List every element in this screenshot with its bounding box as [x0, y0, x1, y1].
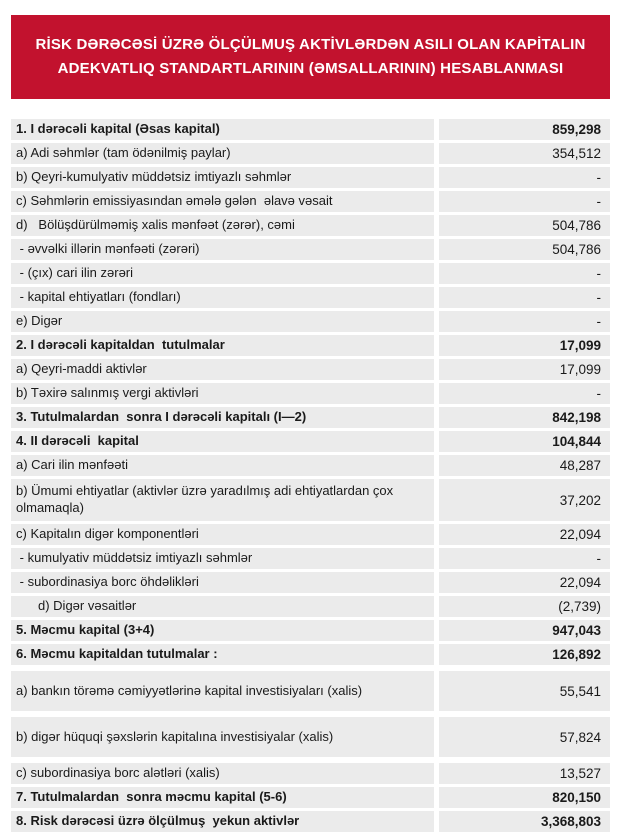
report-title-banner: RİSK DƏRƏCƏSİ ÜZRƏ ÖLÇÜLMUŞ AKTİVLƏRDƏN …	[11, 15, 610, 99]
table-row: a) Adi səhmlər (tam ödənilmiş paylar) 35…	[11, 143, 610, 164]
table-row: 5. Məcmu kapital (3+4) 947,043	[11, 620, 610, 641]
row-value: 842,198	[439, 407, 610, 428]
table-row: b) Qeyri-kumulyativ müddətsiz imtiyazlı …	[11, 167, 610, 188]
row-label: a) Adi səhmlər (tam ödənilmiş paylar)	[11, 143, 434, 164]
row-label: a) Qeyri-maddi aktivlər	[11, 359, 434, 380]
row-value: 859,298	[439, 119, 610, 140]
table-row: - subordinasiya borc öhdəlikləri 22,094	[11, 572, 610, 593]
table-row: 4. II dərəcəli kapital 104,844	[11, 431, 610, 452]
row-label: d) Bölüşdürülməmiş xalis mənfəət (zərər)…	[11, 215, 434, 236]
row-value: 55,541	[439, 671, 610, 711]
row-label: - (çıx) cari ilin zərəri	[11, 263, 434, 284]
row-value: 48,287	[439, 455, 610, 476]
table-row: - əvvəlki illərin mənfəəti (zərəri) 504,…	[11, 239, 610, 260]
row-label: - kumulyativ müddətsiz imtiyazlı səhmlər	[11, 548, 434, 569]
row-label: c) subordinasiya borc alətləri (xalis)	[11, 763, 434, 784]
row-value: 947,043	[439, 620, 610, 641]
table-row: d) Digər vəsaitlər (2,739)	[11, 596, 610, 617]
table-row: 2. I dərəcəli kapitaldan tutulmalar 17,0…	[11, 335, 610, 356]
row-value: 820,150	[439, 787, 610, 808]
row-label: 6. Məcmu kapitaldan tutulmalar :	[11, 644, 434, 665]
row-label: c) Kapitalın digər komponentləri	[11, 524, 434, 545]
table-row: a) Qeyri-maddi aktivlər 17,099	[11, 359, 610, 380]
row-value: -	[439, 167, 610, 188]
row-value: 17,099	[439, 359, 610, 380]
row-value: -	[439, 191, 610, 212]
row-value: -	[439, 311, 610, 332]
table-row: 6. Məcmu kapitaldan tutulmalar : 126,892	[11, 644, 610, 665]
row-label: - kapital ehtiyatları (fondları)	[11, 287, 434, 308]
row-value: -	[439, 548, 610, 569]
table-row: d) Bölüşdürülməmiş xalis mənfəət (zərər)…	[11, 215, 610, 236]
row-value: 17,099	[439, 335, 610, 356]
row-label: 1. I dərəcəli kapital (Əsas kapital)	[11, 119, 434, 140]
table-row: - kumulyativ müddətsiz imtiyazlı səhmlər…	[11, 548, 610, 569]
table-row: - kapital ehtiyatları (fondları) -	[11, 287, 610, 308]
row-value: 57,824	[439, 717, 610, 757]
row-label: d) Digər vəsaitlər	[11, 596, 434, 617]
report-title-line-2: ADEKVATLIQ STANDARTLARININ (ƏMSALLARININ…	[57, 60, 564, 77]
row-label: 8. Risk dərəcəsi üzrə ölçülmuş yekun akt…	[11, 811, 434, 832]
row-value: -	[439, 287, 610, 308]
row-label: b) Qeyri-kumulyativ müddətsiz imtiyazlı …	[11, 167, 434, 188]
row-label: a) Cari ilin mənfəəti	[11, 455, 434, 476]
row-label: - subordinasiya borc öhdəlikləri	[11, 572, 434, 593]
table-row: 3. Tutulmalardan sonra I dərəcəli kapita…	[11, 407, 610, 428]
table-row: - (çıx) cari ilin zərəri -	[11, 263, 610, 284]
row-value: 104,844	[439, 431, 610, 452]
table-row: c) Səhmlərin emissiyasından əmələ gələn …	[11, 191, 610, 212]
table-row: c) subordinasiya borc alətləri (xalis) 1…	[11, 763, 610, 784]
row-value: (2,739)	[439, 596, 610, 617]
table-row: b) Təxirə salınmış vergi aktivləri -	[11, 383, 610, 404]
row-value: 22,094	[439, 572, 610, 593]
table-row: 1. I dərəcəli kapital (Əsas kapital) 859…	[11, 119, 610, 140]
row-label: c) Səhmlərin emissiyasından əmələ gələn …	[11, 191, 434, 212]
row-label: 7. Tutulmalardan sonra məcmu kapital (5-…	[11, 787, 434, 808]
report-title-line-1: RİSK DƏRƏCƏSİ ÜZRƏ ÖLÇÜLMUŞ AKTİVLƏRDƏN …	[35, 36, 586, 53]
row-label: b) Təxirə salınmış vergi aktivləri	[11, 383, 434, 404]
row-value: 22,094	[439, 524, 610, 545]
row-label: 5. Məcmu kapital (3+4)	[11, 620, 434, 641]
row-label: b) digər hüquqi şəxslərin kapitalına inv…	[11, 717, 434, 757]
row-label: 3. Tutulmalardan sonra I dərəcəli kapita…	[11, 407, 434, 428]
row-value: 3,368,803	[439, 811, 610, 832]
row-value: 504,786	[439, 215, 610, 236]
row-label: 2. I dərəcəli kapitaldan tutulmalar	[11, 335, 434, 356]
row-value: 13,527	[439, 763, 610, 784]
row-label: 4. II dərəcəli kapital	[11, 431, 434, 452]
table-row: a) Cari ilin mənfəəti 48,287	[11, 455, 610, 476]
row-value: -	[439, 383, 610, 404]
table-row: b) Ümumi ehtiyatlar (aktivlər üzrə yarad…	[11, 479, 610, 521]
row-value: -	[439, 263, 610, 284]
row-label: b) Ümumi ehtiyatlar (aktivlər üzrə yarad…	[11, 479, 434, 521]
table-row: a) bankın törəmə cəmiyyətlərinə kapital …	[11, 671, 610, 711]
row-value: 37,202	[439, 479, 610, 521]
row-label: - əvvəlki illərin mənfəəti (zərəri)	[11, 239, 434, 260]
row-value: 504,786	[439, 239, 610, 260]
table-row: 7. Tutulmalardan sonra məcmu kapital (5-…	[11, 787, 610, 808]
row-label: a) bankın törəmə cəmiyyətlərinə kapital …	[11, 671, 434, 711]
table-row: b) digər hüquqi şəxslərin kapitalına inv…	[11, 717, 610, 757]
row-value: 354,512	[439, 143, 610, 164]
capital-adequacy-table: 1. I dərəcəli kapital (Əsas kapital) 859…	[11, 119, 610, 833]
table-row: 8. Risk dərəcəsi üzrə ölçülmuş yekun akt…	[11, 811, 610, 832]
table-row: c) Kapitalın digər komponentləri 22,094	[11, 524, 610, 545]
row-label: e) Digər	[11, 311, 434, 332]
table-row: e) Digər -	[11, 311, 610, 332]
row-value: 126,892	[439, 644, 610, 665]
